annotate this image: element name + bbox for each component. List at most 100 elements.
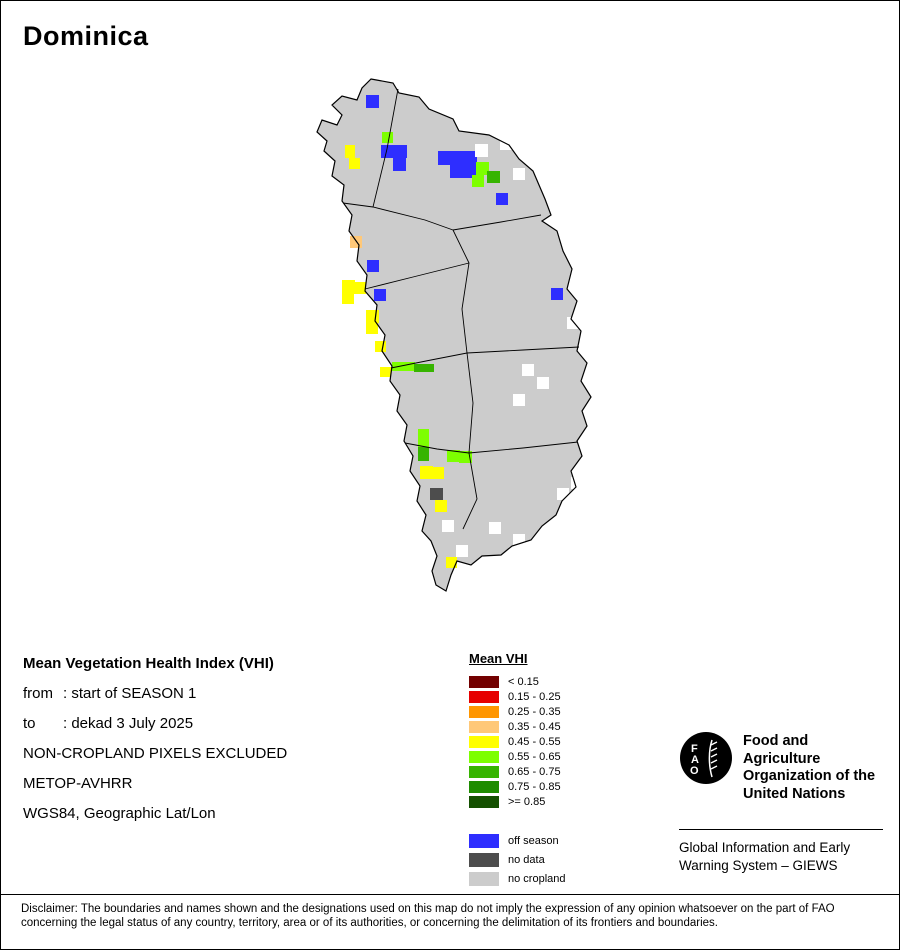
vhi-pixel-green1 bbox=[418, 429, 429, 447]
map-metadata-row: WGS84, Geographic Lat/Lon bbox=[23, 799, 287, 829]
legend-label: no cropland bbox=[508, 872, 566, 885]
vhi-pixel-white bbox=[522, 364, 534, 376]
vhi-pixel-green2 bbox=[414, 364, 434, 372]
fao-logo-letter: F bbox=[691, 743, 698, 755]
legend-swatch bbox=[469, 780, 499, 793]
vhi-pixel-yellow bbox=[366, 322, 378, 334]
legend-label: 0.55 - 0.65 bbox=[508, 750, 561, 763]
vhi-pixel-green1 bbox=[476, 162, 489, 175]
vhi-pixel-yellow bbox=[420, 466, 433, 479]
legend-row: 0.55 - 0.65 bbox=[469, 749, 566, 764]
legend-row: 0.25 - 0.35 bbox=[469, 704, 566, 719]
fao-header: F A O Food and Agriculture Organization o… bbox=[679, 731, 883, 803]
vhi-pixel-blue bbox=[374, 289, 386, 301]
wheat-grains-icon bbox=[710, 741, 718, 770]
vhi-pixel-yellow bbox=[432, 467, 444, 479]
vhi-pixel-green1 bbox=[447, 450, 460, 462]
vhi-pixel-peach bbox=[350, 236, 362, 248]
legend-row: 0.15 - 0.25 bbox=[469, 689, 566, 704]
vhi-pixel-nodata bbox=[430, 488, 443, 500]
vhi-pixel-yellow bbox=[375, 341, 386, 352]
vhi-pixel-green1 bbox=[392, 362, 415, 371]
parish-boundary bbox=[452, 229, 470, 354]
legend-label: 0.45 - 0.55 bbox=[508, 735, 561, 748]
vhi-pixel-white bbox=[456, 545, 468, 557]
map-metadata-heading: Mean Vegetation Health Index (VHI) bbox=[23, 655, 274, 672]
legend-row: off season bbox=[469, 831, 566, 850]
legend-row: no cropland bbox=[469, 869, 566, 888]
parish-boundary bbox=[364, 262, 470, 290]
legend-label: off season bbox=[508, 834, 559, 847]
vhi-pixel-yellow bbox=[435, 500, 447, 512]
parish-boundary bbox=[342, 202, 454, 231]
legend-extra-entries: off season no data no cropland bbox=[469, 831, 566, 888]
legend-label: < 0.15 bbox=[508, 675, 539, 688]
parish-boundary bbox=[404, 442, 470, 454]
fao-org-name-line: Food and Agriculture bbox=[743, 733, 821, 767]
map-metadata-row: to: dekad 3 July 2025 bbox=[23, 709, 287, 739]
vhi-pixels bbox=[342, 95, 583, 568]
vhi-pixel-white bbox=[475, 144, 488, 157]
legend-swatch bbox=[469, 795, 499, 808]
legend-swatch bbox=[469, 833, 499, 848]
legend-label: no data bbox=[508, 853, 545, 866]
giews-caption-line: Warning System – GIEWS bbox=[679, 858, 838, 873]
vhi-pixel-yellow bbox=[342, 280, 355, 293]
parish-boundary bbox=[468, 441, 579, 454]
vhi-pixel-white bbox=[571, 477, 583, 489]
vhi-pixel-blue bbox=[438, 151, 477, 165]
map-metadata-row: METOP-AVHRR bbox=[23, 769, 287, 799]
vhi-pixel-green1 bbox=[382, 132, 393, 143]
legend-row: >= 0.85 bbox=[469, 794, 566, 809]
parish-boundary bbox=[452, 214, 542, 231]
vhi-pixel-blue bbox=[393, 158, 406, 171]
giews-caption: Global Information and Early Warning Syst… bbox=[679, 839, 883, 875]
vhi-pixel-white bbox=[557, 488, 569, 500]
vhi-pixel-yellow bbox=[345, 145, 355, 158]
legend-row: 0.75 - 0.85 bbox=[469, 779, 566, 794]
fao-logo-icon: F A O bbox=[680, 732, 732, 784]
legend-label: >= 0.85 bbox=[508, 795, 546, 808]
legend-row: 0.65 - 0.75 bbox=[469, 764, 566, 779]
parish-boundary bbox=[466, 352, 474, 454]
vhi-pixel-yellow bbox=[342, 293, 354, 304]
legend-entries: < 0.15 0.15 - 0.25 0.25 - 0.35 0.35 - 0.45 0… bbox=[469, 674, 566, 809]
metadata-value: METOP-AVHRR bbox=[23, 775, 133, 792]
vhi-pixel-white bbox=[489, 522, 501, 534]
map-metadata-row: from : start of SEASON 1 bbox=[23, 679, 287, 709]
wheat-ear-icon bbox=[708, 739, 713, 778]
metadata-value: : start of SEASON 1 bbox=[63, 685, 197, 702]
vhi-pixel-yellow bbox=[446, 557, 457, 568]
parish-boundary bbox=[372, 88, 399, 208]
vhi-pixel-blue bbox=[551, 288, 563, 300]
legend-label: 0.75 - 0.85 bbox=[508, 780, 561, 793]
legend-label: 0.25 - 0.35 bbox=[508, 705, 561, 718]
fao-logo-letter: O bbox=[690, 765, 699, 777]
disclaimer-text: Disclaimer: The boundaries and names sho… bbox=[21, 903, 835, 929]
vhi-pixel-white bbox=[513, 394, 525, 406]
fao-org-name-line: Organization of the bbox=[743, 768, 876, 784]
map-metadata-row: NON-CROPLAND PIXELS EXCLUDED bbox=[23, 739, 287, 769]
metadata-value: : dekad 3 July 2025 bbox=[63, 715, 194, 732]
fao-org-name-line: United Nations bbox=[743, 785, 846, 802]
vhi-pixel-white bbox=[442, 520, 454, 532]
metadata-label: from bbox=[23, 685, 53, 702]
vhi-pixel-green2 bbox=[487, 171, 500, 183]
metadata-value: WGS84, Geographic Lat/Lon bbox=[23, 805, 216, 822]
legend-label: 0.15 - 0.25 bbox=[508, 690, 561, 703]
coastline bbox=[316, 78, 592, 592]
legend-row: 0.45 - 0.55 bbox=[469, 734, 566, 749]
parish-boundaries bbox=[342, 88, 580, 530]
vhi-pixel-blue bbox=[496, 193, 508, 205]
parish-boundary bbox=[466, 346, 580, 354]
vhi-pixel-blue bbox=[450, 165, 476, 178]
legend-swatch bbox=[469, 720, 499, 733]
vhi-pixel-yellow bbox=[366, 310, 379, 323]
legend-swatch bbox=[469, 735, 499, 748]
metadata-value: NON-CROPLAND PIXELS EXCLUDED bbox=[23, 745, 288, 762]
parish-boundary bbox=[462, 452, 478, 530]
legend-title: Mean VHI bbox=[469, 651, 528, 666]
map-metadata-block: Mean Vegetation Health Index (VHI) from:… bbox=[23, 649, 287, 822]
legend-label: 0.35 - 0.45 bbox=[508, 720, 561, 733]
